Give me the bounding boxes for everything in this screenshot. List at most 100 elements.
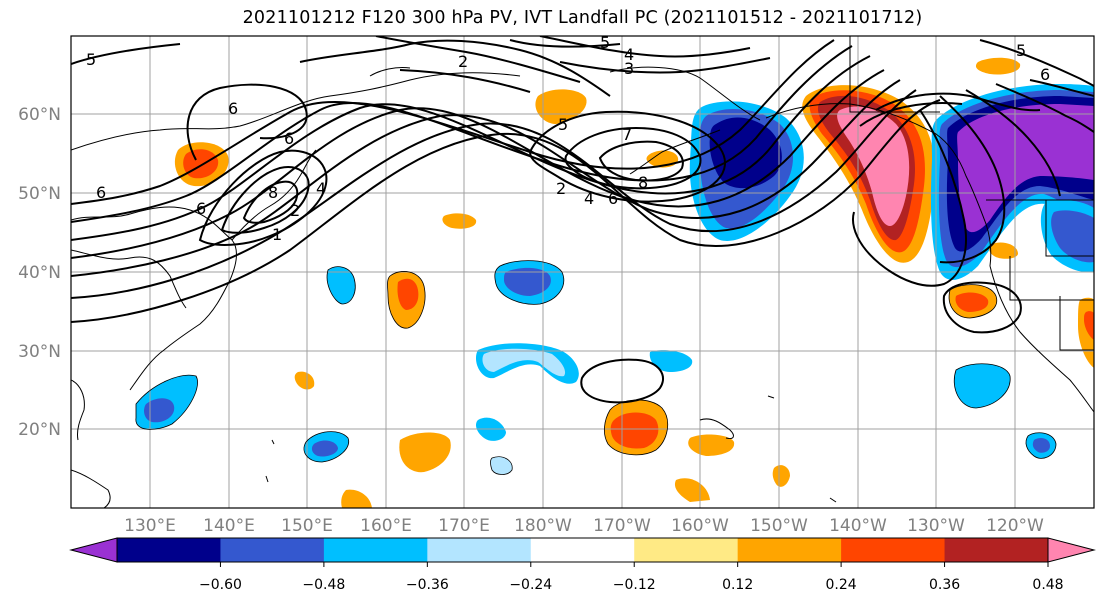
- lat-label: 40°N: [18, 263, 61, 283]
- colorbar-cell: [220, 538, 325, 562]
- colorbar-cell: [323, 538, 428, 562]
- colorbar-cell: [841, 538, 946, 562]
- colorbar-tick-label: 0.48: [1032, 577, 1063, 593]
- contour-label: 2: [458, 52, 468, 71]
- contour-label: 8: [268, 183, 278, 202]
- plot-title: 2021101212 F120 300 hPa PV, IVT Landfall…: [242, 8, 923, 28]
- contour-west-b: [220, 166, 310, 234]
- lon-label: 140°W: [829, 516, 887, 536]
- colorbar-tick-label: 0.24: [826, 577, 857, 593]
- colorbar-tick-label: −0.48: [302, 577, 345, 593]
- colorbar-extend-high: [1047, 537, 1096, 563]
- lon-label: 150°E: [281, 516, 333, 536]
- contour-3: [71, 79, 901, 277]
- contour-loop-north: [299, 39, 611, 97]
- contour-label: 1: [272, 225, 282, 244]
- contour-label: 6: [196, 199, 206, 218]
- contour-label: 6: [228, 99, 238, 118]
- contour-west-c: [242, 180, 299, 224]
- contour-ridge-c: [598, 140, 684, 182]
- contour-mid-north: [399, 69, 531, 93]
- contour-labels: 5 2 5 4 3 5 6 6 7 6 6 8 4 2 1 2 4 6 8 5 …: [86, 33, 1050, 244]
- map-frame: [70, 35, 1095, 509]
- lon-label: 170°E: [438, 516, 490, 536]
- contour-label: 6: [284, 129, 294, 148]
- contour-label: 5: [558, 115, 568, 134]
- lat-label: 20°N: [18, 420, 61, 440]
- colorbar-cell: [944, 538, 1049, 562]
- colorbar-tick-label: −0.60: [199, 577, 242, 593]
- contour-loop-west: [186, 83, 308, 161]
- colorbar-cell: [530, 538, 635, 562]
- contour-label: 4: [584, 189, 594, 208]
- contour-northwest: [71, 43, 181, 65]
- contour-loop-north-b: [375, 36, 581, 83]
- contour-ridge-b: [564, 126, 702, 190]
- colorbar-cell: [634, 538, 739, 562]
- colorbar-tick-label: 0.36: [929, 577, 960, 593]
- contour-ridge-a: [528, 110, 726, 203]
- contour-north-top: [509, 39, 621, 48]
- contour-label: 2: [290, 201, 300, 220]
- contour-label: 6: [1040, 65, 1050, 84]
- colorbar-cell: [737, 538, 842, 562]
- contour-label: 4: [624, 45, 634, 64]
- contour-5: [71, 55, 871, 241]
- contour-ne-top: [979, 39, 1094, 87]
- colorbar-tick-label: −0.36: [406, 577, 449, 593]
- map-panel: 5 2 5 4 3 5 6 6 7 6 6 8 4 2 1 2 4 6 8 5 …: [71, 33, 1094, 508]
- contour-north-c: [539, 36, 751, 58]
- contour-west-a: [198, 149, 328, 246]
- contour-trough-e: [1029, 79, 1094, 97]
- colorbar: −0.60 −0.48 −0.36 −0.24 −0.12 0.12 0.24 0.36 0.4…: [69, 537, 1096, 593]
- pv-contours: [71, 36, 1094, 404]
- lat-label: 60°N: [18, 105, 61, 125]
- contour-label: 2: [556, 179, 566, 198]
- shade-outlines: [135, 260, 1057, 475]
- lon-label: 180°W: [514, 516, 572, 536]
- lat-label: 30°N: [18, 342, 61, 362]
- lon-label: 170°W: [593, 516, 651, 536]
- contour-label: 5: [600, 33, 610, 52]
- contour-2: [71, 89, 917, 299]
- contour-label: 5: [1016, 41, 1026, 60]
- lat-label: 50°N: [18, 184, 61, 204]
- colorbar-extend-low: [69, 537, 118, 563]
- lon-label: 120°W: [986, 516, 1044, 536]
- contour-east-b: [859, 101, 963, 127]
- contour-label: 7: [622, 125, 632, 144]
- contour-trough-d: [995, 83, 1094, 133]
- colorbar-cell: [117, 538, 221, 562]
- contour-label: 6: [608, 189, 618, 208]
- contour-trough-b: [939, 95, 1006, 264]
- lon-label: 160°W: [671, 516, 729, 536]
- contour-trough-c: [965, 89, 1061, 197]
- latitude-labels: 60°N 50°N 40°N 30°N 20°N: [18, 105, 61, 440]
- lon-label: 160°E: [360, 516, 412, 536]
- contour-label: 6: [96, 183, 106, 202]
- coastlines: [71, 36, 1094, 508]
- lon-label: 130°W: [907, 516, 965, 536]
- colorbar-frame: [116, 537, 1049, 563]
- colorbar-tick-label: −0.24: [509, 577, 552, 593]
- contour-7: [71, 39, 835, 205]
- contour-label: 8: [638, 173, 648, 192]
- contour-4: [71, 69, 885, 259]
- lon-label: 130°E: [124, 516, 176, 536]
- contour-closed-central: [580, 358, 665, 404]
- longitude-labels: 130°E 140°E 150°E 160°E 170°E 180°W 170°…: [124, 516, 1044, 536]
- colorbar-cell: [427, 538, 532, 562]
- contour-trough-a: [852, 109, 967, 287]
- contour-label: 3: [624, 59, 634, 78]
- contour-label: 5: [86, 50, 96, 69]
- contour-north-d: [559, 57, 771, 74]
- colorbar-tick-label: −0.12: [613, 577, 656, 593]
- lon-label: 150°W: [750, 516, 808, 536]
- contour-label: 4: [316, 179, 326, 198]
- lon-label: 140°E: [203, 516, 255, 536]
- contour-closed-sw: [942, 281, 1022, 334]
- contour-east-a: [875, 92, 1041, 112]
- colorbar-tick-label: 0.12: [722, 577, 753, 593]
- contour-1: [71, 99, 941, 323]
